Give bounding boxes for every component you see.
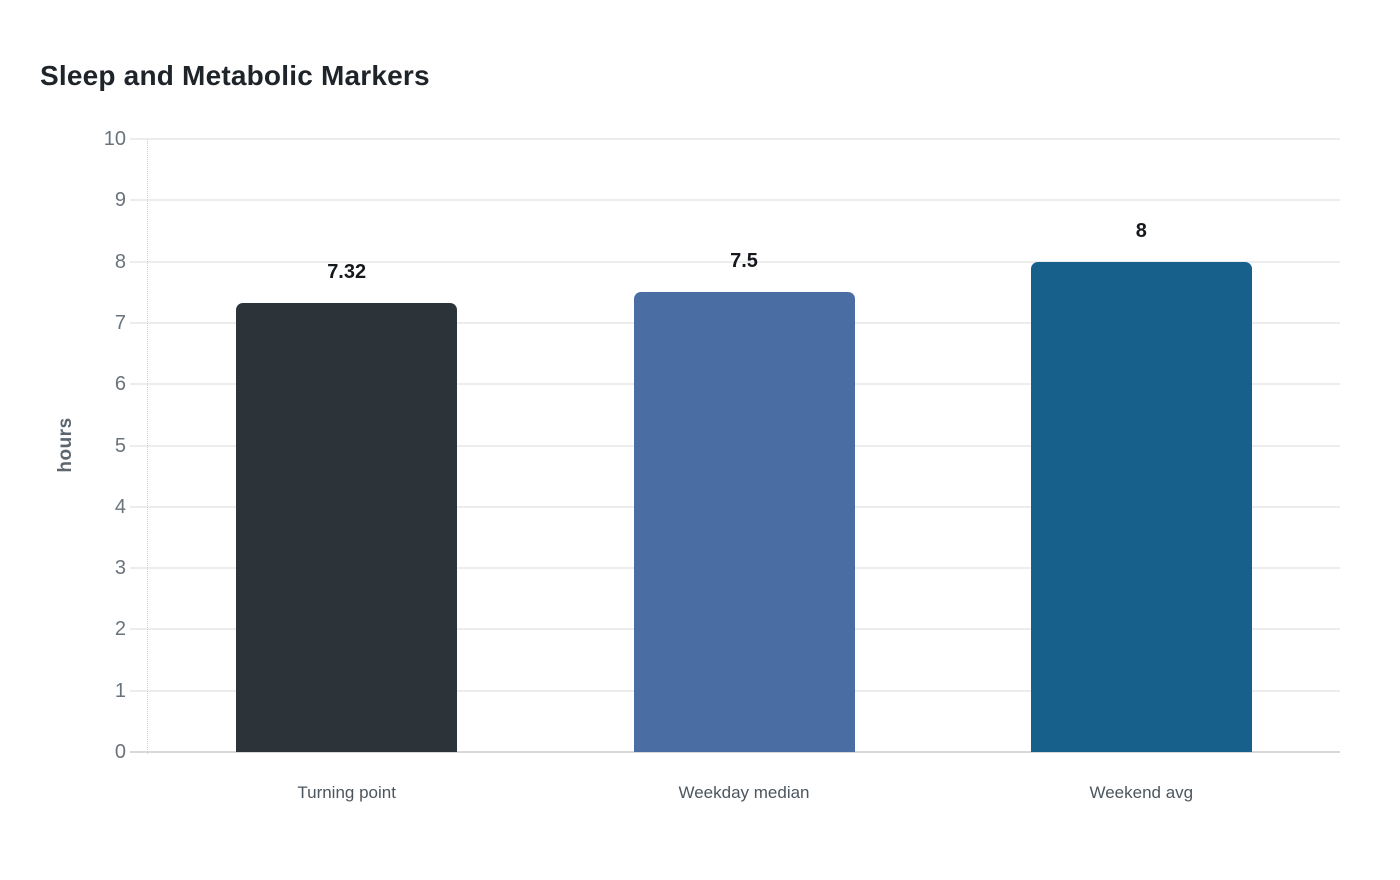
bar-value-label: 7.32 <box>327 261 367 284</box>
y-tick-mark <box>130 689 150 692</box>
y-axis-line <box>147 139 148 754</box>
gridline <box>148 199 1340 202</box>
y-tick-label: 6 <box>114 373 126 396</box>
y-tick-mark <box>130 321 150 324</box>
y-tick-label: 3 <box>114 557 126 580</box>
y-tick-label: 1 <box>114 679 126 702</box>
x-axis-label: Weekend avg <box>1089 783 1194 802</box>
gridline <box>148 138 1340 140</box>
x-axis-line <box>130 751 1340 753</box>
x-axis-label: Weekday median <box>678 783 810 802</box>
y-tick-label: 5 <box>114 434 126 457</box>
y-tick-label: 4 <box>114 495 126 518</box>
y-tick-mark <box>130 444 150 447</box>
y-tick-mark <box>130 567 150 570</box>
bar-turning-point <box>236 303 458 752</box>
y-tick-label: 7 <box>114 311 126 334</box>
x-axis-label: Turning point <box>297 783 396 802</box>
y-tick-label: 0 <box>114 741 126 763</box>
bar-value-label: 7.5 <box>730 250 758 273</box>
y-tick-label: 9 <box>114 189 126 212</box>
y-tick-mark <box>130 505 150 508</box>
y-tick-label: 10 <box>103 128 126 150</box>
gridline <box>148 260 1340 263</box>
y-tick-label: 2 <box>114 618 126 641</box>
y-tick-mark <box>130 260 150 263</box>
y-tick-mark <box>130 383 150 386</box>
y-tick-mark <box>130 628 150 631</box>
y-tick-mark <box>130 199 150 202</box>
chart-title: Sleep and Metabolic Markers <box>40 60 430 91</box>
y-tick-mark <box>130 138 150 140</box>
bar-value-label: 8 <box>1135 219 1147 242</box>
bar-weekday-median <box>633 292 855 752</box>
y-tick-label: 8 <box>114 250 126 273</box>
bar-weekend-avg <box>1030 261 1252 752</box>
